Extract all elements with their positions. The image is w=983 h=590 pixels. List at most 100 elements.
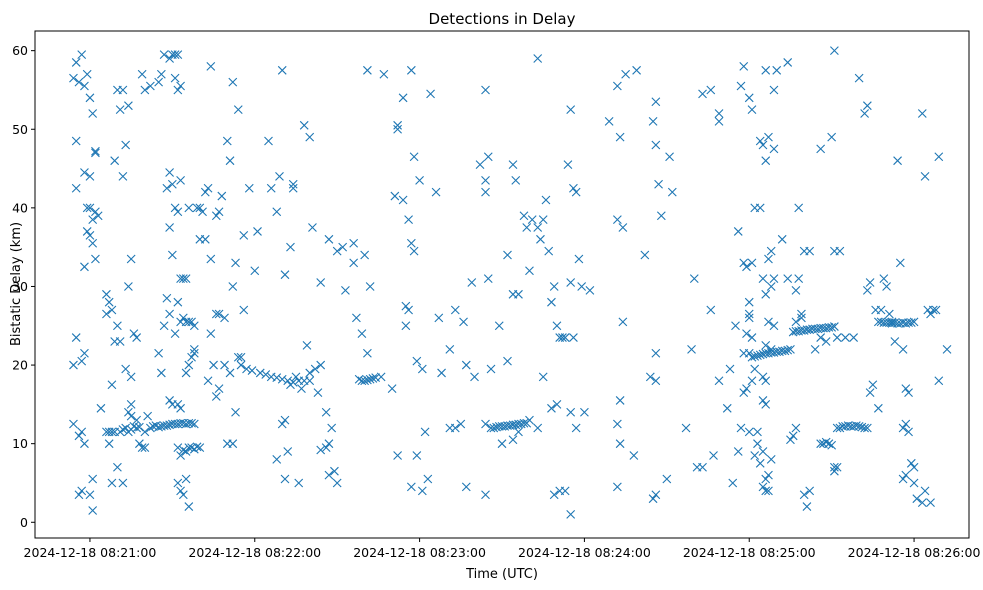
- data-point: [753, 351, 762, 361]
- data-point: [651, 97, 661, 107]
- data-point: [242, 364, 251, 374]
- data-point: [85, 172, 95, 181]
- data-point: [722, 403, 732, 413]
- data-point: [832, 423, 842, 433]
- data-point: [533, 54, 543, 63]
- data-point: [538, 372, 548, 382]
- data-point: [74, 431, 84, 441]
- data-point: [445, 344, 455, 354]
- data-point: [629, 451, 639, 460]
- data-point: [805, 486, 815, 496]
- data-point: [88, 238, 98, 248]
- data-point: [459, 317, 468, 327]
- data-point: [742, 329, 751, 339]
- data-point: [324, 439, 334, 449]
- data-point: [365, 282, 375, 291]
- data-point: [129, 329, 139, 339]
- data-point: [758, 447, 768, 456]
- data-point: [330, 466, 339, 476]
- data-point: [862, 423, 872, 433]
- data-point: [942, 344, 952, 354]
- data-point: [470, 372, 479, 382]
- data-point: [85, 230, 95, 240]
- data-point: [77, 427, 87, 437]
- data-point: [750, 364, 760, 374]
- data-point: [816, 144, 826, 154]
- data-point: [365, 374, 375, 384]
- data-point: [709, 451, 718, 460]
- data-point: [764, 254, 773, 264]
- x-tick-label: 2024-12-18 08:24:00: [518, 545, 651, 560]
- data-point: [906, 458, 916, 468]
- data-point: [93, 211, 103, 221]
- data-point: [74, 490, 84, 500]
- data-point: [181, 368, 191, 378]
- data-point: [173, 85, 183, 95]
- data-point: [558, 333, 567, 342]
- data-point: [450, 305, 460, 315]
- data-point: [88, 109, 98, 118]
- data-point: [236, 360, 246, 370]
- data-point: [426, 89, 435, 99]
- data-point: [569, 183, 578, 193]
- data-point: [761, 399, 771, 409]
- data-point: [85, 93, 95, 103]
- data-point: [280, 270, 290, 280]
- data-point: [467, 278, 477, 287]
- data-point: [571, 187, 581, 197]
- data-point: [714, 117, 724, 126]
- data-point: [88, 474, 98, 484]
- data-point: [126, 372, 136, 382]
- data-point: [750, 451, 760, 460]
- data-point: [560, 333, 570, 342]
- data-point: [266, 183, 276, 193]
- data-point: [431, 187, 441, 197]
- data-point: [821, 437, 831, 447]
- data-point: [126, 254, 136, 264]
- data-point: [316, 278, 326, 287]
- data-point: [901, 419, 911, 429]
- data-point: [541, 195, 551, 205]
- data-point: [102, 289, 111, 299]
- data-point: [585, 286, 595, 295]
- data-point: [931, 305, 941, 315]
- data-point: [74, 77, 84, 87]
- data-point: [744, 313, 754, 323]
- data-point: [239, 230, 249, 240]
- data-point: [876, 305, 886, 315]
- data-point: [689, 274, 699, 283]
- data-point: [797, 309, 806, 319]
- data-point: [698, 89, 707, 99]
- data-point: [802, 502, 812, 511]
- data-point: [662, 474, 672, 484]
- data-point: [184, 443, 194, 452]
- data-point: [928, 305, 938, 315]
- data-point: [574, 254, 584, 264]
- data-point: [799, 490, 809, 500]
- data-point: [747, 258, 757, 268]
- data-point: [316, 360, 326, 370]
- data-point: [69, 419, 78, 429]
- data-point: [549, 282, 559, 291]
- data-point: [236, 352, 246, 362]
- data-point: [363, 65, 372, 75]
- data-point: [920, 486, 930, 496]
- data-point: [667, 187, 677, 197]
- x-tick-label: 2024-12-18 08:25:00: [683, 545, 816, 560]
- data-point: [184, 360, 194, 370]
- data-point: [272, 207, 282, 217]
- data-point: [401, 321, 411, 331]
- data-point: [176, 486, 185, 496]
- data-point: [761, 376, 771, 386]
- data-point: [580, 407, 589, 417]
- data-point: [124, 407, 133, 417]
- data-point: [632, 65, 641, 75]
- data-point: [187, 418, 196, 428]
- data-point: [758, 482, 768, 492]
- data-point: [189, 321, 199, 331]
- data-point: [615, 132, 625, 142]
- data-point: [753, 427, 762, 437]
- data-point: [739, 388, 749, 397]
- data-point: [82, 227, 92, 236]
